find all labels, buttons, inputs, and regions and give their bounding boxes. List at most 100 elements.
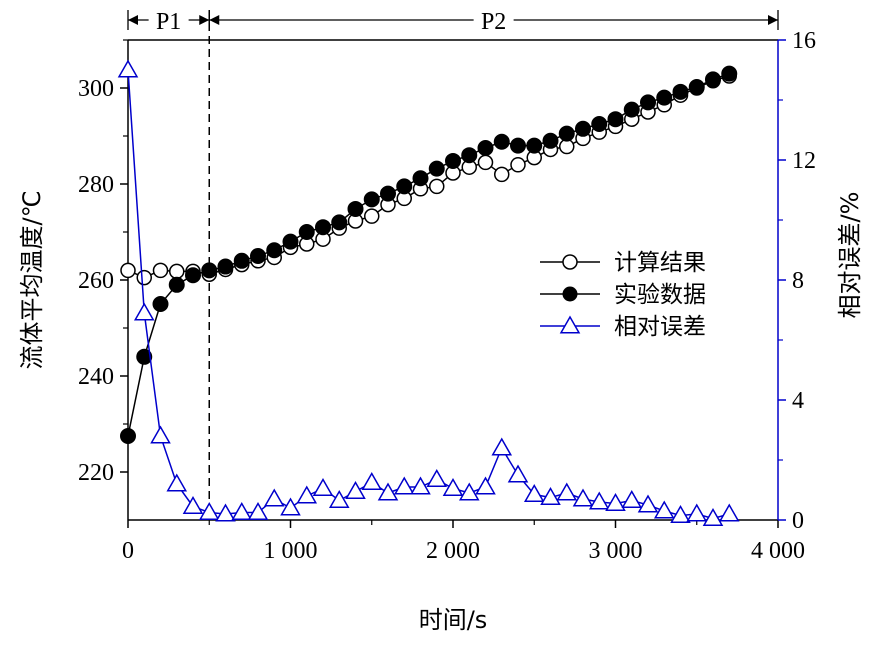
data-point-open-triangle: [150, 425, 171, 444]
data-point-filled-circle: [201, 262, 218, 279]
data-point-open-triangle: [345, 480, 366, 499]
data-point-open-triangle: [540, 486, 561, 505]
data-point-open-triangle: [653, 500, 675, 519]
data-point-open-circle: [152, 262, 169, 279]
data-point-filled-circle: [331, 214, 348, 231]
y-right-tick-label: 0: [792, 508, 804, 534]
y-left-tick-label: 240: [78, 364, 114, 390]
data-point-open-triangle: [296, 485, 318, 504]
data-point-filled-circle: [396, 178, 413, 195]
y-right-axis: 0 4 8 12 16: [778, 28, 816, 534]
x-tick-label: 1 000: [264, 538, 318, 564]
data-point-open-triangle: [312, 477, 334, 496]
data-point-open-triangle: [247, 501, 269, 520]
x-tick-label: 0: [122, 538, 134, 564]
data-point-open-triangle: [215, 503, 236, 522]
data-point-filled-circle: [721, 65, 738, 82]
data-point-open-triangle: [117, 59, 139, 78]
data-point-filled-circle: [266, 242, 283, 259]
data-point-open-triangle: [475, 476, 496, 495]
data-point-open-circle: [494, 166, 510, 183]
data-point-open-triangle: [556, 482, 578, 501]
data-point-open-triangle: [507, 464, 529, 483]
y-left-tick-label: 260: [78, 268, 114, 294]
data-point-open-circle: [136, 269, 152, 286]
legend-label: 相对误差: [614, 314, 706, 340]
data-point-open-triangle: [182, 495, 204, 514]
data-point-open-triangle: [718, 503, 740, 522]
data-point-open-triangle: [198, 501, 220, 520]
data-point-filled-circle: [526, 137, 543, 154]
legend-marker: [559, 315, 581, 334]
data-point-open-triangle: [523, 483, 545, 502]
data-point-filled-circle: [493, 133, 510, 150]
phase-label: P2: [481, 9, 506, 35]
data-point-filled-circle: [705, 71, 721, 88]
y-right-tick-label: 4: [792, 388, 804, 414]
data-point-open-triangle: [621, 489, 643, 508]
y-left-tick-label: 300: [78, 76, 114, 102]
data-point-filled-circle: [412, 170, 429, 187]
data-point-open-circle: [477, 154, 494, 171]
x-axis: 0 1 000 2 000 3 000 4 000: [122, 520, 805, 564]
data-point-filled-circle: [347, 200, 364, 217]
data-point-open-circle: [120, 262, 136, 279]
data-point-filled-circle: [688, 79, 705, 96]
data-point-filled-circle: [558, 125, 575, 142]
data-point-filled-circle: [185, 267, 201, 284]
data-point-open-triangle: [133, 302, 155, 321]
data-point-filled-circle: [428, 160, 445, 177]
data-point-open-triangle: [231, 501, 253, 520]
data-point-filled-circle: [477, 140, 494, 156]
data-point-open-triangle: [393, 476, 415, 495]
y-left-tick-label: 280: [78, 172, 114, 198]
series-group: [117, 59, 740, 526]
data-point-filled-circle: [217, 258, 234, 275]
data-point-filled-circle: [120, 428, 136, 444]
data-point-filled-circle: [575, 120, 591, 137]
data-point-filled-circle: [640, 94, 656, 111]
data-point-open-triangle: [637, 494, 659, 513]
data-point-filled-circle: [656, 89, 673, 106]
data-point-open-triangle: [410, 476, 431, 495]
data-point-open-circle: [429, 178, 445, 195]
data-point-open-triangle: [328, 489, 350, 508]
data-point-open-triangle: [686, 503, 708, 522]
data-point-open-triangle: [361, 471, 383, 490]
y-right-axis-label: 相对误差/%: [836, 192, 864, 319]
data-point-filled-circle: [510, 137, 526, 154]
data-point-filled-circle: [380, 185, 396, 202]
y-right-tick-label: 12: [792, 148, 816, 174]
data-point-open-circle: [510, 157, 526, 173]
phase-arrowhead-right: [199, 15, 210, 25]
phase-arrowhead-left: [128, 15, 138, 25]
data-point-open-triangle: [280, 497, 301, 516]
data-point-open-circle: [169, 263, 185, 280]
data-point-filled-circle: [250, 248, 266, 264]
y-left-axis: 220 240 260 280 300: [78, 39, 128, 486]
phase-arrowhead-right: [768, 15, 778, 25]
data-point-filled-circle: [298, 224, 315, 240]
data-point-filled-circle: [282, 233, 299, 250]
plot-frame: [127, 39, 779, 521]
data-point-open-circle: [559, 138, 575, 155]
data-point-filled-circle: [591, 116, 608, 132]
data-point-filled-circle: [542, 132, 559, 149]
phase-arrowhead-left: [209, 15, 220, 25]
phase-label: P1: [156, 9, 181, 35]
data-point-open-triangle: [263, 488, 285, 507]
data-point-open-circle: [364, 208, 380, 224]
data-point-open-triangle: [670, 504, 691, 523]
data-point-open-triangle: [166, 473, 188, 492]
x-tick-label: 2 000: [426, 538, 480, 564]
data-point-filled-circle: [607, 111, 624, 128]
legend-label: 计算结果: [614, 250, 706, 276]
data-point-filled-circle: [445, 152, 461, 169]
data-point-open-triangle: [572, 488, 594, 507]
data-point-open-triangle: [458, 482, 480, 501]
x-tick-label: 4 000: [751, 538, 805, 564]
data-point-filled-circle: [363, 191, 380, 208]
data-point-filled-circle: [168, 276, 185, 293]
